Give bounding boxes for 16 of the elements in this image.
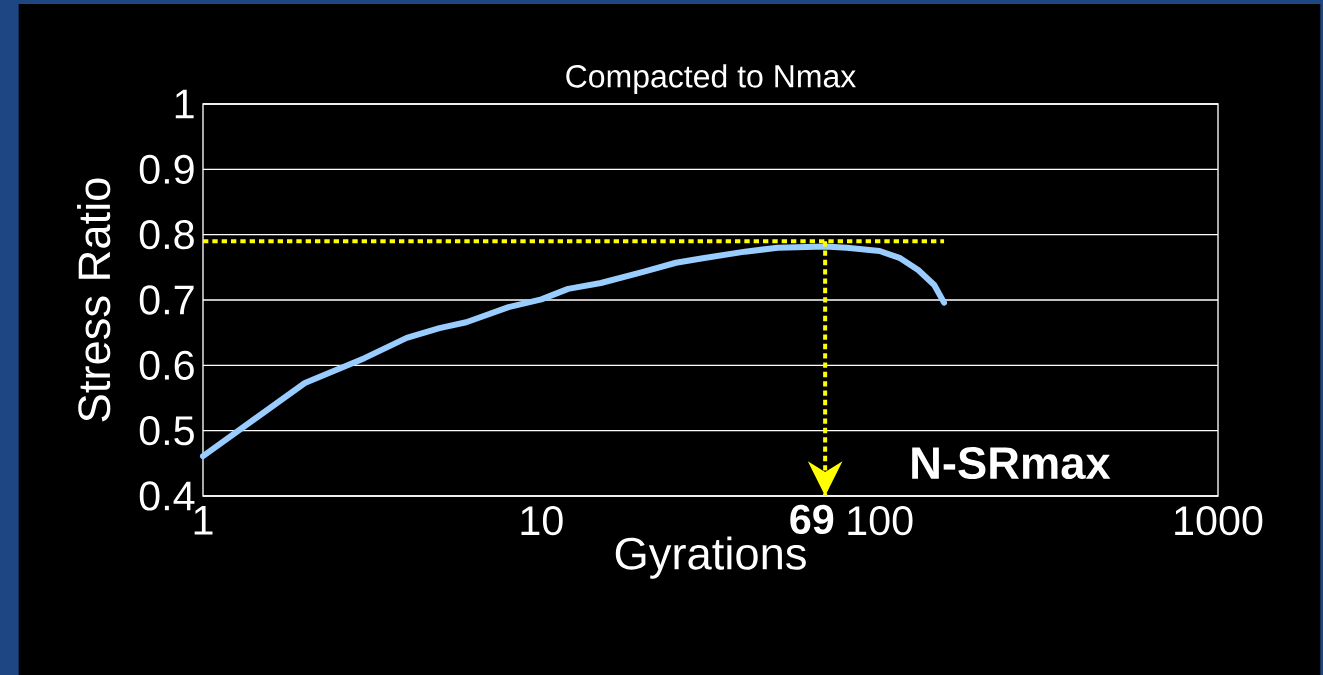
chart-title: Compacted to Nmax (566, 64, 856, 94)
x-tick-label: 1000 (1175, 506, 1263, 536)
x-axis-title: Gyrations (615, 536, 806, 579)
y-axis-title: Stress Ratio (77, 178, 111, 422)
y-tick-label: 0.7 (139, 285, 194, 315)
y-tick-label: 0.9 (139, 154, 194, 184)
ref-line-label: 69 (790, 504, 834, 534)
y-tick-label: 0.4 (139, 481, 195, 511)
y-tick-label: 0.8 (139, 220, 194, 250)
annotation: N-SRmax (912, 447, 1111, 480)
x-tick-label: 100 (848, 506, 913, 536)
y-tick-label: 1 (175, 89, 194, 119)
x-tick-label: 1 (194, 506, 213, 535)
y-tick-label: 0.6 (139, 350, 194, 380)
x-tick-label: 10 (521, 506, 563, 536)
y-tick-label: 0.5 (139, 416, 194, 446)
